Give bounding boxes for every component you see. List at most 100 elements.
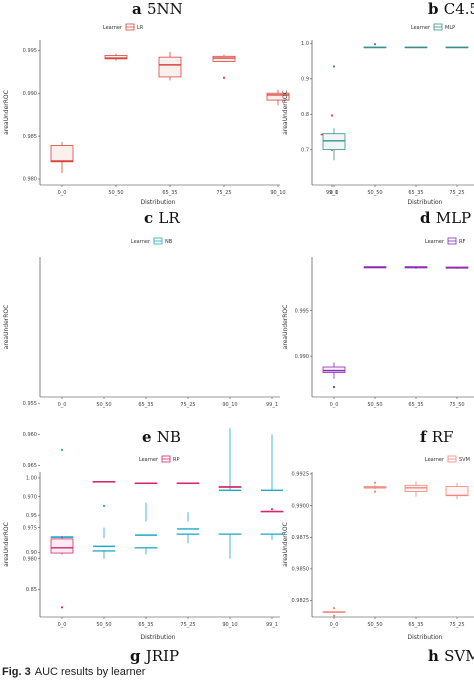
figure-caption: Fig. 3 AUC results by learner	[2, 666, 145, 678]
x-tick-label: 90_10	[222, 622, 237, 628]
box-0_0	[322, 362, 346, 389]
panel-letter: d	[420, 209, 436, 227]
box-body	[158, 56, 182, 78]
y-tick-label: 0.970	[23, 494, 37, 500]
box-body	[322, 133, 346, 151]
y-tick-label: 0.965	[23, 463, 37, 469]
panel-title: d MLP	[420, 209, 471, 227]
chart-panel-a: a 5NN Learner LR 0.980 0.985 0.990 0.995 0_0 50_…	[3, 0, 344, 206]
legend-item: RF	[459, 239, 465, 245]
y-tick-label: 0.980	[23, 556, 37, 562]
outlier-point	[60, 448, 64, 451]
outlier-point	[332, 614, 336, 617]
box-65_35	[158, 52, 182, 81]
y-tick-label: 0.9925	[292, 472, 310, 478]
y-tick-label: 0.9825	[292, 598, 310, 604]
x-tick-label: 75_25	[180, 402, 195, 408]
y-tick-label: 0.960	[23, 432, 37, 438]
box-75_25	[445, 46, 469, 49]
box-50_50	[92, 480, 116, 483]
box-body	[134, 547, 158, 549]
legend-title: Learner	[103, 25, 123, 31]
x-tick-label: 90_10	[222, 402, 237, 408]
x-tick-label: 65_35	[408, 402, 423, 408]
box-body	[322, 366, 346, 373]
legend-item: NB	[165, 239, 173, 245]
x-tick-label: 90_10	[270, 190, 285, 196]
figure-caption-text: AUC results by learner	[34, 666, 146, 678]
box-50_50	[363, 481, 387, 493]
outlier-point	[373, 43, 377, 46]
x-tick-label: 0_0	[330, 622, 339, 628]
box-90_10	[218, 486, 242, 488]
legend-title: Learner	[425, 239, 445, 245]
panel-letter: g	[130, 647, 146, 665]
box-body	[260, 533, 284, 535]
y-axis-label: areaUnderROC	[282, 90, 289, 135]
y-tick-label: 0.9	[301, 77, 309, 83]
outlier-point	[373, 481, 377, 484]
y-axis-label: areaUnderROC	[282, 522, 289, 567]
box-99_1	[260, 508, 284, 513]
x-tick-label: 65_35	[408, 622, 423, 628]
y-tick-label: 0.85	[26, 587, 37, 593]
x-tick-label: 65_35	[138, 402, 153, 408]
box-65_35	[404, 481, 428, 497]
x-tick-label: 65_35	[138, 622, 153, 628]
outlier-point	[332, 65, 336, 68]
box-75_25	[445, 482, 469, 500]
y-axis-label: areaUnderROC	[3, 522, 10, 567]
y-tick-label: 0.990	[23, 91, 37, 97]
x-tick-label: 65_35	[162, 190, 177, 196]
x-tick-label: 65_35	[408, 190, 423, 196]
box-0_0	[322, 65, 346, 161]
box-body	[92, 550, 116, 552]
box-65_35	[404, 46, 428, 49]
panel-title-text: RF	[432, 428, 454, 446]
x-tick-label: 50_50	[367, 190, 382, 196]
box-50_50	[363, 43, 387, 49]
panel-title: b C4.5	[428, 0, 474, 18]
x-tick-label: 50_50	[96, 622, 111, 628]
panel-title-h: h SVM	[428, 647, 474, 665]
x-tick-label: 99_1	[326, 190, 338, 196]
panel-letter: a	[132, 0, 147, 18]
panel-title-text: MLP	[436, 209, 471, 227]
panel-letter: h	[428, 647, 444, 665]
y-tick-label: 0.975	[23, 525, 37, 531]
box-0_0	[50, 535, 74, 609]
y-tick-label: 1.00	[26, 476, 37, 482]
x-tick-label: 50_50	[367, 402, 382, 408]
legend-title: Learner	[139, 457, 159, 463]
panel-title-text: SVM	[444, 647, 474, 665]
box-body	[218, 533, 242, 535]
y-tick-label: 0.985	[23, 134, 37, 140]
legend-title: Learner	[411, 25, 431, 31]
box-90_10	[266, 89, 290, 106]
box-body	[445, 486, 469, 496]
x-tick-label: 50_50	[96, 402, 111, 408]
box-75_50	[445, 266, 469, 269]
y-tick-label: 1.0	[301, 41, 309, 47]
legend-title: Learner	[131, 239, 151, 245]
box-body	[50, 145, 74, 163]
box-body	[104, 55, 128, 60]
panel-title-text: C4.5	[444, 0, 474, 18]
y-axis-label: areaUnderROC	[282, 305, 289, 350]
box-99_1	[260, 434, 284, 541]
x-tick-label: 99_1	[266, 402, 278, 408]
box-65_35	[404, 266, 428, 269]
x-tick-label: 99_1	[266, 622, 278, 628]
legend-item: RP	[173, 457, 180, 463]
outlier-point	[102, 504, 106, 507]
x-axis-label: Distribution	[140, 634, 175, 641]
box-0_0	[50, 142, 74, 173]
panel-letter: e	[142, 428, 157, 446]
panel-letter: c	[144, 209, 158, 227]
chart-panel-f: f RF Learner SVM 0.9825 0.9850 0.9875 0.9900 0.…	[282, 428, 474, 641]
legend-item: SVM	[459, 457, 470, 463]
x-tick-label: 0_0	[58, 402, 67, 408]
y-axis-label: areaUnderROC	[3, 305, 10, 350]
panel-title-text: JRIP	[144, 647, 179, 665]
chart-panel-b: b C4.5 Learner MLP 0.7 0.8 0.9 1.0 0_0 50_50 65_3…	[282, 0, 474, 206]
